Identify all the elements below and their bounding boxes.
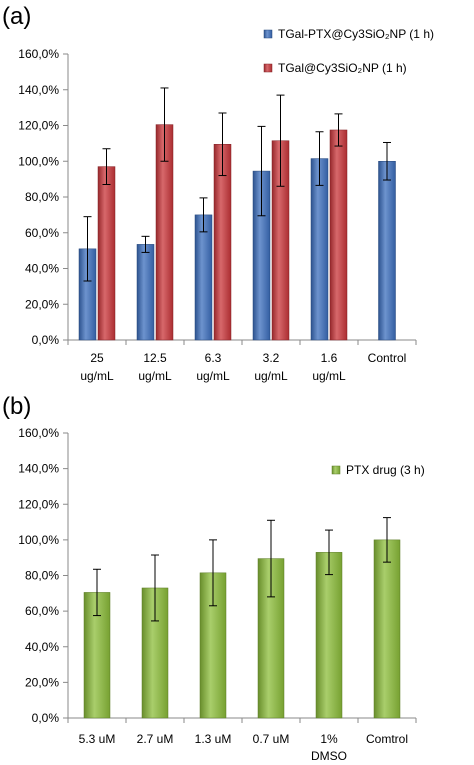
legend-label: TGal-PTX@Cy3SiO₂NP (1 h) bbox=[278, 27, 434, 41]
legend-label: PTX drug (3 h) bbox=[346, 463, 425, 477]
x-tick-label: 1.6 bbox=[321, 351, 338, 365]
y-tick-label: 60,0% bbox=[25, 604, 59, 618]
x-tick-label: 1% bbox=[320, 732, 338, 746]
x-tick-label: 1.3 uM bbox=[195, 732, 232, 746]
x-tick-label: ug/mL bbox=[254, 369, 288, 383]
y-tick-label: 80,0% bbox=[25, 569, 59, 583]
x-tick-label: ug/mL bbox=[80, 369, 114, 383]
legend-swatch bbox=[263, 29, 273, 39]
panel-label: (a) bbox=[2, 3, 31, 30]
y-tick-label: 40,0% bbox=[25, 262, 59, 276]
x-tick-label: DMSO bbox=[311, 749, 347, 763]
bar-6 bbox=[373, 539, 401, 719]
legend-label: TGal@Cy3SiO₂NP (1 h) bbox=[278, 61, 407, 75]
x-tick-label: 5.3 uM bbox=[79, 732, 116, 746]
bar-s1-3 bbox=[194, 214, 213, 341]
x-tick-label: 12.5 bbox=[143, 351, 167, 365]
y-tick-label: 0,0% bbox=[32, 711, 60, 725]
y-tick-label: 20,0% bbox=[25, 675, 59, 689]
bar-5 bbox=[315, 552, 343, 719]
bar-s2-1 bbox=[97, 166, 116, 341]
x-tick-label: 0.7 uM bbox=[253, 732, 290, 746]
x-tick-label: ug/mL bbox=[138, 369, 172, 383]
y-tick-label: 0,0% bbox=[32, 333, 60, 347]
bar-s1-2 bbox=[136, 244, 155, 341]
x-tick-label: 6.3 bbox=[205, 351, 222, 365]
legend-swatch bbox=[331, 465, 341, 475]
x-tick-label: 3.2 bbox=[263, 351, 280, 365]
y-tick-label: 60,0% bbox=[25, 226, 59, 240]
y-tick-label: 100,0% bbox=[18, 533, 59, 547]
y-tick-label: 40,0% bbox=[25, 640, 59, 654]
y-tick-label: 80,0% bbox=[25, 190, 59, 204]
y-tick-label: 20,0% bbox=[25, 297, 59, 311]
x-tick-label: 25 bbox=[90, 351, 104, 365]
bar-s1-6 bbox=[378, 161, 396, 341]
chart-panel-1: (a) 0,0% 20,0% 40,0% 60,0% 80,0% 100,0% 120,0% 1… bbox=[2, 3, 434, 383]
y-tick-label: 140,0% bbox=[18, 462, 59, 476]
x-tick-label: Comtrol bbox=[366, 732, 408, 746]
y-tick-label: 120,0% bbox=[18, 119, 59, 133]
y-tick-label: 100,0% bbox=[18, 154, 59, 168]
x-tick-label: ug/mL bbox=[196, 369, 230, 383]
x-tick-label: ug/mL bbox=[312, 369, 346, 383]
y-tick-label: 120,0% bbox=[18, 497, 59, 511]
y-tick-label: 140,0% bbox=[18, 83, 59, 97]
chart-panel-2: (b) 0,0% 20,0% 40,0% 60,0% 80,0% 100,0% 120,0% 1… bbox=[2, 393, 425, 763]
y-tick-label: 160,0% bbox=[18, 426, 59, 440]
y-tick-label: 160,0% bbox=[18, 47, 59, 61]
bar-s2-5 bbox=[329, 129, 348, 341]
legend-swatch bbox=[263, 63, 273, 73]
panel-label: (b) bbox=[2, 393, 31, 420]
x-tick-label: Control bbox=[368, 351, 407, 365]
x-tick-label: 2.7 uM bbox=[137, 732, 174, 746]
